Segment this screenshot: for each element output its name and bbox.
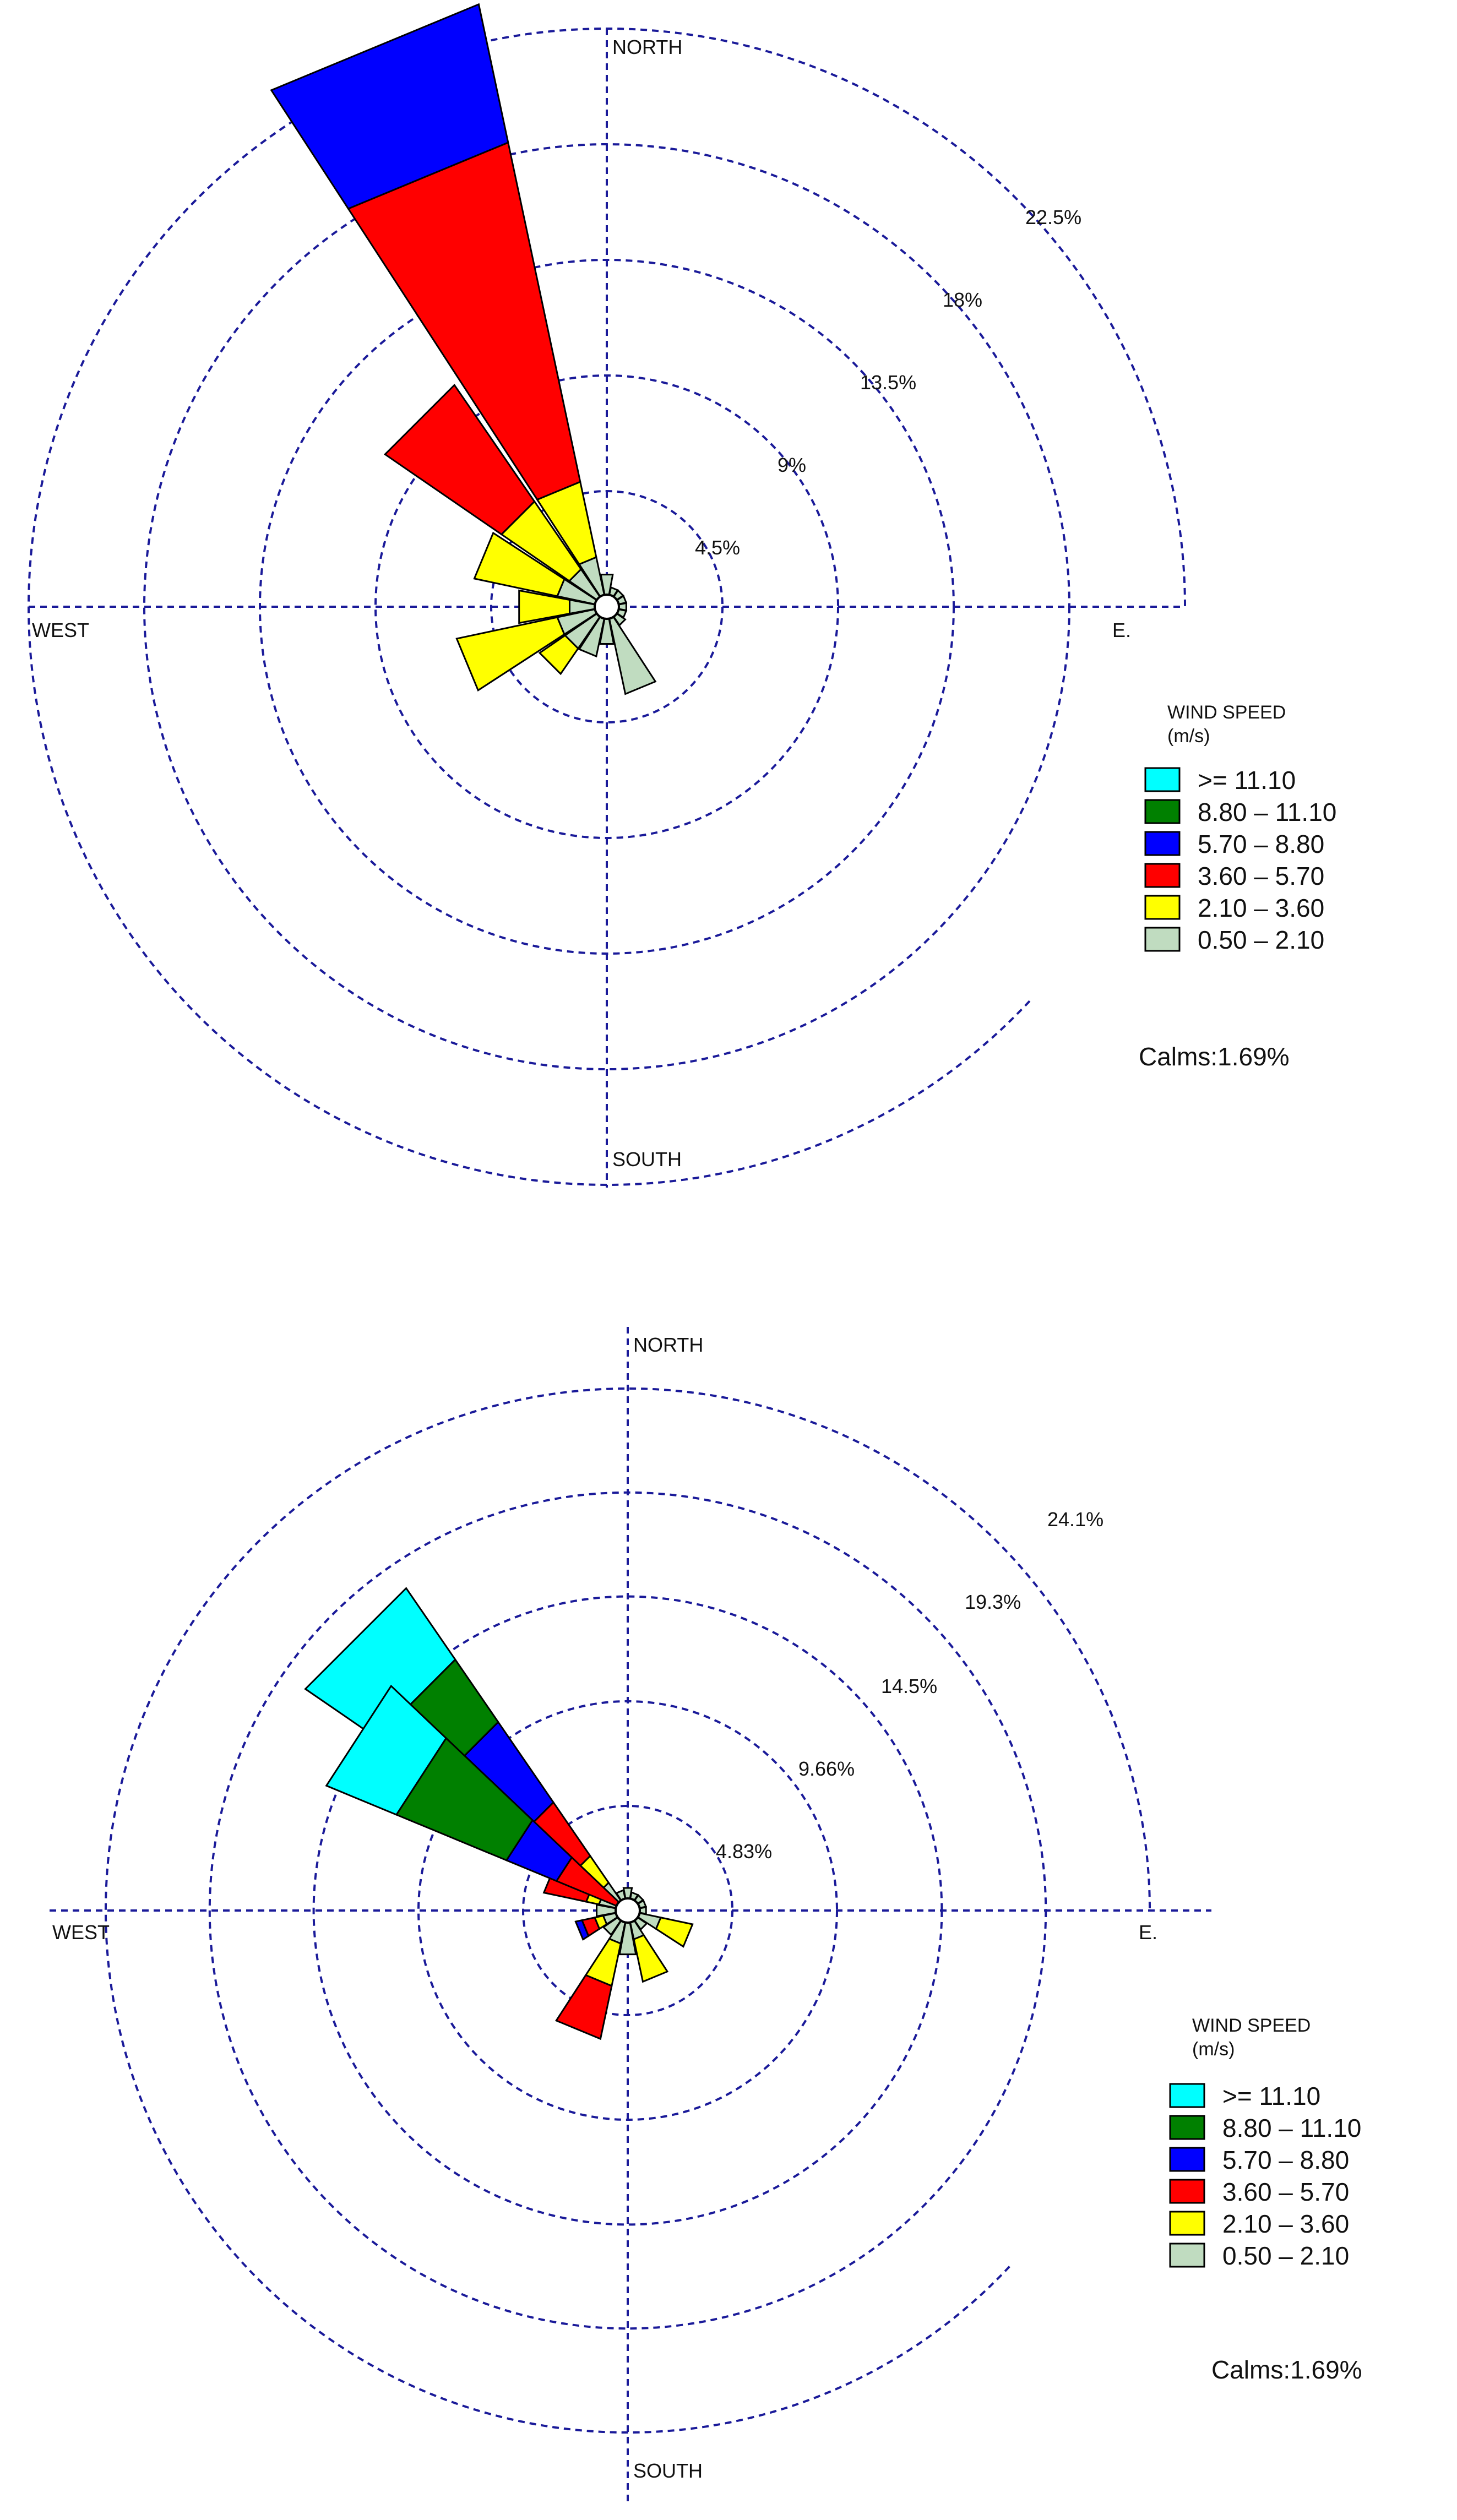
ring-label-4: 19.3% <box>965 1591 1021 1613</box>
legend-unit: (m/s) <box>1167 726 1210 747</box>
legend: WIND SPEED (m/s) >= 11.10 8.80 – 11.10 5.7… <box>1169 2015 1362 2384</box>
legend-swatch-6 <box>1169 2083 1205 2108</box>
west-label: WEST <box>32 619 89 641</box>
petal-wsw-bin-2 <box>455 616 566 692</box>
legend-label-2: 2.10 – 3.60 <box>1198 894 1324 922</box>
petal-sw-bin-2 <box>538 634 579 676</box>
calms-label: Calms:1.69% <box>1211 2355 1362 2384</box>
petal-sse-bin-2 <box>633 1934 669 1983</box>
petal-wsw-bin-4 <box>574 1919 590 1941</box>
north-label: NORTH <box>633 1334 703 1356</box>
legend-swatch-2 <box>1169 2211 1205 2236</box>
wind-rose-chart-1: NORTH E. SOUTH WEST 4.5% 9% 13.5% 18% 22… <box>28 3 1336 1188</box>
petal-ese-bin-2 <box>655 1917 694 1948</box>
legend-swatch-6 <box>1144 767 1181 792</box>
ring-label-3: 13.5% <box>860 371 916 394</box>
legend-title: WIND SPEED <box>1167 702 1286 723</box>
west-label: WEST <box>52 1921 110 1944</box>
petals <box>304 1587 694 2040</box>
legend-swatch-2 <box>1144 895 1181 920</box>
legend-label-3: 3.60 – 5.70 <box>1198 862 1324 890</box>
legend-swatch-1 <box>1144 927 1181 952</box>
north-label: NORTH <box>612 36 682 58</box>
south-label: SOUTH <box>612 1148 682 1171</box>
center-hub <box>615 1897 641 1924</box>
ring-5 <box>28 28 1186 1186</box>
legend-label-6: >= 11.10 <box>1198 766 1296 794</box>
legend-swatch-1 <box>1169 2243 1205 2268</box>
ring-label-2: 9.66% <box>798 1757 855 1780</box>
legend-title: WIND SPEED <box>1192 2015 1311 2036</box>
legend-label-4: 5.70 – 8.80 <box>1222 2146 1349 2174</box>
calms-label: Calms:1.69% <box>1139 1042 1290 1071</box>
legend-swatch-4 <box>1169 2147 1205 2172</box>
legend-swatch-5 <box>1144 799 1181 824</box>
legend-label-3: 3.60 – 5.70 <box>1222 2178 1349 2206</box>
legend-label-5: 8.80 – 11.10 <box>1222 2114 1361 2142</box>
legend-swatch-3 <box>1169 2179 1205 2204</box>
ring-label-1: 4.83% <box>716 1840 772 1863</box>
ring-label-5: 24.1% <box>1047 1508 1103 1531</box>
ring-label-3: 14.5% <box>881 1675 937 1697</box>
legend-label-6: >= 11.10 <box>1222 2082 1320 2110</box>
legend-swatch-3 <box>1144 863 1181 888</box>
petal-nw-alt-bin-6 <box>325 1684 448 1816</box>
legend: WIND SPEED (m/s) >= 11.10 8.80 – 11.10 5.7… <box>1139 702 1336 1071</box>
ring-label-1: 4.5% <box>695 536 740 559</box>
legend-label-1: 0.50 – 2.10 <box>1222 2241 1349 2270</box>
legend-entries: >= 11.10 8.80 – 11.10 5.70 – 8.80 3.60 – 5.… <box>1169 2082 1361 2270</box>
legend-label-1: 0.50 – 2.10 <box>1198 926 1324 954</box>
petal-ssw-bin-3 <box>554 1974 613 2040</box>
legend-entries: >= 11.10 8.80 – 11.10 5.70 – 8.80 3.60 – 5.… <box>1144 766 1336 954</box>
petal-nw-bin-6 <box>304 1587 456 1739</box>
petal-w-bin-2 <box>518 589 570 624</box>
petal-nnw-bin-4 <box>270 3 509 210</box>
east-label: E. <box>1112 619 1131 641</box>
legend-label-2: 2.10 – 3.60 <box>1222 2209 1349 2238</box>
petal-sse-bin-1 <box>608 616 657 695</box>
legend-swatch-5 <box>1169 2115 1205 2140</box>
center-hub <box>594 594 620 620</box>
legend-label-4: 5.70 – 8.80 <box>1198 830 1324 858</box>
ring-label-4: 18% <box>943 289 982 311</box>
petal-nw-bin-3 <box>383 383 536 536</box>
ring-label-2: 9% <box>778 454 806 476</box>
ring-label-5: 22.5% <box>1025 206 1081 228</box>
legend-swatch-4 <box>1144 831 1181 856</box>
legend-label-5: 8.80 – 11.10 <box>1198 798 1336 826</box>
legend-unit: (m/s) <box>1192 2039 1235 2060</box>
petals <box>270 3 657 695</box>
petal-wnw-bin-2 <box>473 531 566 597</box>
south-label: SOUTH <box>633 2459 703 2482</box>
wind-rose-chart-2: NORTH E. SOUTH WEST 4.83% 9.66% 14.5% 19… <box>50 1327 1362 2505</box>
east-label: E. <box>1139 1921 1157 1944</box>
